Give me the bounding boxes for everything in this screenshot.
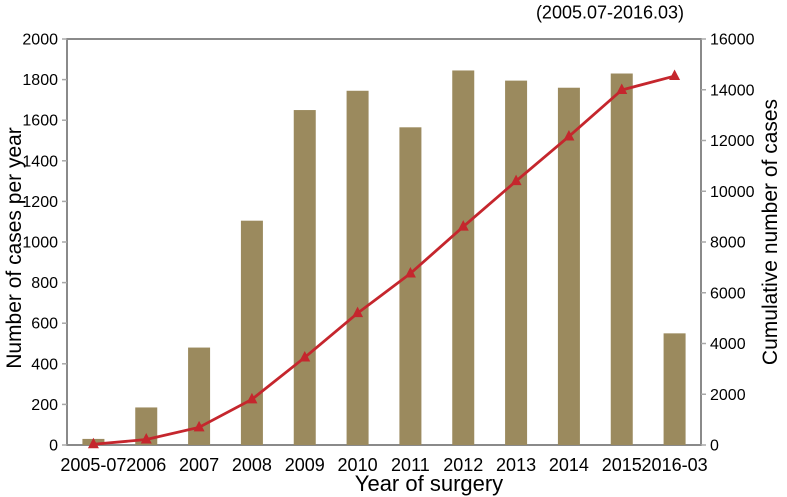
left-axis-tick-label: 200 [31, 397, 58, 414]
right-axis-tick-label: 4000 [710, 336, 746, 353]
plot-frame [66, 38, 702, 446]
bar-2010 [346, 90, 369, 445]
right-axis-tick-label: 16000 [710, 32, 755, 49]
x-axis-tick-label: 2013 [496, 455, 536, 475]
right-axis-tick-label: 2000 [710, 387, 746, 404]
x-axis-tick-label: 2015 [602, 455, 642, 475]
right-axis-tick-label: 8000 [710, 235, 746, 252]
line-marker-2006 [140, 433, 152, 444]
x-axis-tick-label: 2016-03 [642, 455, 708, 475]
x-axis-tick-label: 2010 [338, 455, 378, 475]
left-axis-tick-label: 1200 [22, 194, 58, 211]
x-axis-tick-label: 2012 [443, 455, 483, 475]
bar-2015 [610, 73, 633, 445]
bar-2007 [188, 347, 211, 445]
left-axis-tick-label: 800 [31, 275, 58, 292]
left-axis-tick-label: 1800 [22, 72, 58, 89]
x-axis-tick-label: 2006 [126, 455, 166, 475]
line-marker-2005-07 [87, 437, 99, 449]
bar-2009 [293, 110, 316, 446]
bar-2006 [135, 407, 158, 445]
line-marker-2016-03 [669, 69, 681, 81]
left-axis-title: Number of cases per year [3, 127, 26, 369]
bar-2014 [557, 87, 580, 445]
right-axis-title: Cumulative number of cases [759, 98, 782, 366]
bar-2012 [452, 70, 475, 445]
x-axis-tick-label: 2014 [549, 455, 589, 475]
x-axis-tick-label: 2007 [179, 455, 219, 475]
line-marker-2015 [616, 83, 628, 95]
line-marker-2007 [193, 420, 205, 432]
left-axis-tick-label: 1400 [22, 153, 58, 170]
x-axis-tick-label: 2005-07 [60, 455, 126, 475]
right-axis-tick-label: 12000 [710, 133, 755, 150]
left-axis-tick-label: 600 [31, 316, 58, 333]
left-axis-tick-label: 1000 [22, 235, 58, 252]
bar-2011 [399, 127, 422, 446]
bar-2016-03 [663, 333, 686, 445]
bar-2013 [505, 80, 528, 446]
line-marker-2011 [404, 266, 416, 278]
right-axis-tick-label: 0 [710, 438, 719, 455]
right-axis-tick-label: 14000 [710, 82, 755, 99]
left-axis-tick-label: 2000 [22, 32, 58, 49]
line-marker-2012 [457, 220, 469, 231]
line-marker-2014 [563, 129, 575, 141]
x-axis-tick-label: 2011 [391, 455, 430, 475]
bar-2008 [240, 220, 263, 445]
line-marker-2010 [352, 306, 364, 318]
line-marker-2013 [510, 174, 522, 186]
x-axis-title: Year of surgery [354, 471, 504, 496]
left-axis-tick-label: 0 [49, 438, 58, 455]
line-marker-2008 [246, 392, 258, 404]
chart-title: (2005.07-2016.03) [535, 2, 685, 23]
right-axis-tick-label: 6000 [710, 285, 746, 302]
left-axis-tick-label: 1600 [22, 113, 58, 130]
cumulative-line [93, 74, 675, 446]
x-axis-tick-label: 2009 [285, 455, 325, 475]
line-marker-2009 [299, 350, 311, 362]
right-axis-tick-label: 10000 [710, 184, 755, 201]
x-axis-tick-label: 2008 [232, 455, 272, 475]
left-axis-tick-label: 400 [31, 356, 58, 373]
